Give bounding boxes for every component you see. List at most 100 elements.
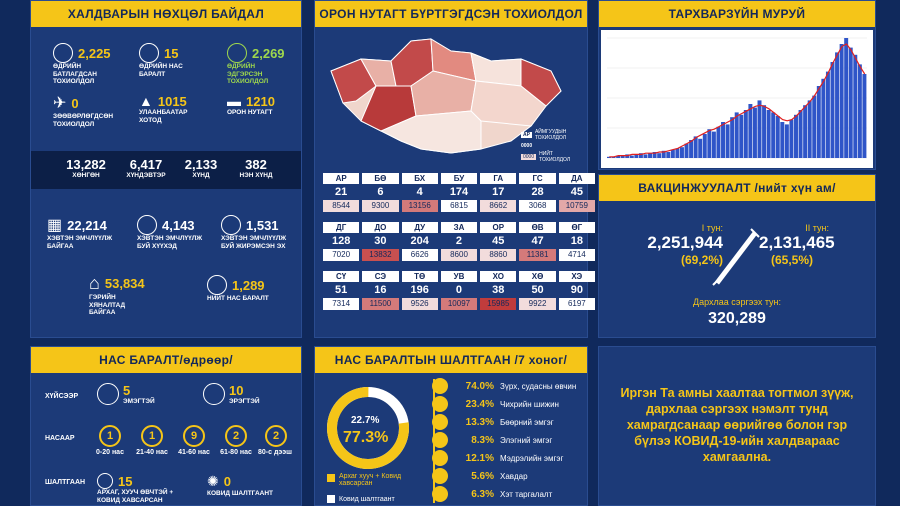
region-daily: 51	[335, 284, 348, 296]
cause-name: Элэгний эмгэг	[500, 435, 553, 445]
age-21-40-value: 1	[141, 425, 163, 447]
female-value: 5	[123, 383, 131, 398]
curve-bar	[661, 150, 666, 158]
person-icon	[207, 275, 227, 295]
hospital-total-stat: ▦ 22,214 ХЭВТЭН ЭМЧЛҮҮЛЖ БАЙГАА	[47, 215, 117, 250]
region-daily: 16	[374, 284, 387, 296]
regional-daily-row: 128 30 204 2 45 47 18	[323, 234, 595, 248]
curve-bar	[825, 71, 830, 158]
curve-bar	[844, 38, 849, 158]
daily-confirmed-value: 2,225	[78, 45, 111, 61]
curve-bar	[643, 154, 648, 158]
female-icon	[97, 383, 119, 406]
total-deaths-label: НИЙТ НАС БАРАЛТ	[207, 295, 269, 302]
cause-name: Хавдар	[500, 471, 528, 481]
curve-bar	[629, 155, 634, 158]
regional-panel: ОРОН НУТАГТ БҮРТГЭГДСЭН ТОХИОЛДОЛ АР АЙМГ…	[314, 0, 595, 338]
donut-small-pct: 22.7%	[351, 415, 380, 426]
curve-bar	[707, 129, 712, 158]
regional-table: АР БӨ БХ БУ ГА ГС ДА 21 6 4 174 17 28 45 8544 9300 13156…	[323, 173, 595, 320]
cause-item: 5.6% Хавдар	[460, 467, 528, 485]
male-label: ЭРЭГТЭЙ	[229, 398, 260, 405]
severity-moderate-value: 6,417	[129, 157, 163, 172]
curve-bar	[857, 64, 862, 158]
ulaanbaatar-label: УЛААНБААТАР ХОТОД	[139, 109, 188, 124]
curve-bar	[638, 153, 643, 158]
chronic-stat: 15 АРХАГ, ХУУЧ ӨВЧТЭЙ + КОВИД ХАВСАРСАН	[97, 473, 197, 504]
chronic-value: 15	[118, 473, 133, 489]
curve-bar	[853, 54, 858, 158]
moving-average-line	[609, 43, 866, 158]
age-21-40-label: 21-40 нас	[136, 449, 168, 456]
causes-title: НАС БАРАЛТЫН ШАЛТГААН /7 хоног/	[315, 347, 587, 373]
curve-bar	[648, 153, 653, 158]
region-code: ГА	[480, 173, 517, 184]
region-total: 9526	[401, 298, 438, 310]
age-41-60-value: 9	[183, 425, 205, 447]
cause-pct: 23.4%	[465, 398, 494, 410]
region-total: 4714	[558, 249, 595, 261]
curve-bar	[812, 95, 817, 158]
home-care-stat: ⌂ 53,834 ГЭРИЙН ХЯНАЛТАД БАЙГАА	[89, 273, 149, 317]
legend-total-value: 0000	[521, 154, 537, 160]
regional-daily-row: 51 16 196 0 38 50 90	[323, 283, 595, 297]
imported-value: 0	[71, 95, 79, 111]
curve-bar	[803, 105, 808, 158]
map-icon: ▬	[227, 93, 241, 109]
severity-mild-label: ХӨНГӨН	[72, 172, 100, 179]
region-code: ДУ	[401, 222, 438, 233]
curve-bar	[835, 52, 840, 158]
donut-big-pct: 77.3%	[343, 429, 389, 446]
organ-icon	[432, 378, 448, 394]
severity-severe: 2,133 ХҮНД	[176, 157, 226, 180]
recovered-icon	[227, 43, 247, 63]
curve-bar	[748, 104, 753, 158]
curve-bar	[789, 119, 794, 158]
region-total: 9922	[519, 298, 556, 310]
provinces-stat: ▬ 1210 ОРОН НУТАГТ	[227, 93, 287, 117]
home-care-value: 53,834	[104, 276, 145, 291]
region-code: БХ	[401, 173, 438, 184]
curve-bar	[666, 152, 671, 158]
region-total: 8860	[480, 249, 517, 261]
infection-title: ХАЛДВАРЫН НӨХЦӨЛ БАЙДАЛ	[31, 1, 301, 27]
curve-bar	[620, 155, 625, 158]
legend-daily-value: 0000	[521, 143, 533, 149]
region-code: ОР	[480, 222, 517, 233]
age-80plus-value: 2	[265, 425, 287, 447]
hospital-pregnant-label: ХЭВТЭН ЭМЧЛҮҮЛЖ БУЙ ЖИРЭМСЭН ЭХ	[221, 235, 287, 250]
region-total: 13832	[362, 249, 399, 261]
curve-bar	[679, 147, 684, 158]
region-daily: 38	[492, 284, 505, 296]
prevention-message: Иргэн Та амны хаалтаа тогтмол зүүж, дарх…	[620, 386, 854, 464]
airplane-icon: ✈	[53, 95, 67, 112]
cause-name: Бөөрний эмгэг	[500, 417, 554, 427]
region-code: СҮ	[323, 271, 360, 282]
curve-bar	[698, 138, 703, 158]
region-code: УВ	[440, 271, 478, 282]
severity-critical: 382 НЭН ХҮНД	[231, 157, 281, 180]
severity-moderate: 6,417 ХҮНДЭВТЭР	[121, 157, 171, 180]
curve-bar	[730, 117, 735, 158]
organ-icon	[432, 486, 448, 502]
region-total: 8544	[323, 200, 360, 212]
curve-bar	[711, 131, 716, 158]
region-daily: 45	[492, 235, 505, 247]
pregnant-icon	[221, 215, 241, 235]
cause-pct: 6.3%	[471, 488, 494, 500]
legend-code: АР	[521, 132, 532, 138]
hospital-total-label: ХЭВТЭН ЭМЧЛҮҮЛЖ БАЙГАА	[47, 235, 113, 250]
imported-stat: ✈ 0 ЗӨӨВӨРЛӨГДСӨН ТОХИОЛДОЛ	[53, 93, 131, 128]
gender-label: ХҮЙСЭЭР	[45, 393, 79, 400]
deaths-title: НАС БАРАЛТ/өдрөөр/	[31, 347, 301, 373]
house-icon: ⌂	[89, 273, 100, 293]
severity-critical-value: 382	[245, 157, 267, 172]
cause-pct: 13.3%	[465, 416, 494, 428]
city-icon: ▲	[139, 93, 153, 109]
regional-header-row: ДГ ДО ДУ ЗА ОР ӨВ ӨГ	[323, 222, 595, 233]
age-61-80-value: 2	[225, 425, 247, 447]
syringe-icon	[712, 228, 760, 286]
heart-icon	[97, 473, 113, 489]
region-code: ДГ	[323, 222, 360, 233]
region-daily: 18	[570, 235, 583, 247]
